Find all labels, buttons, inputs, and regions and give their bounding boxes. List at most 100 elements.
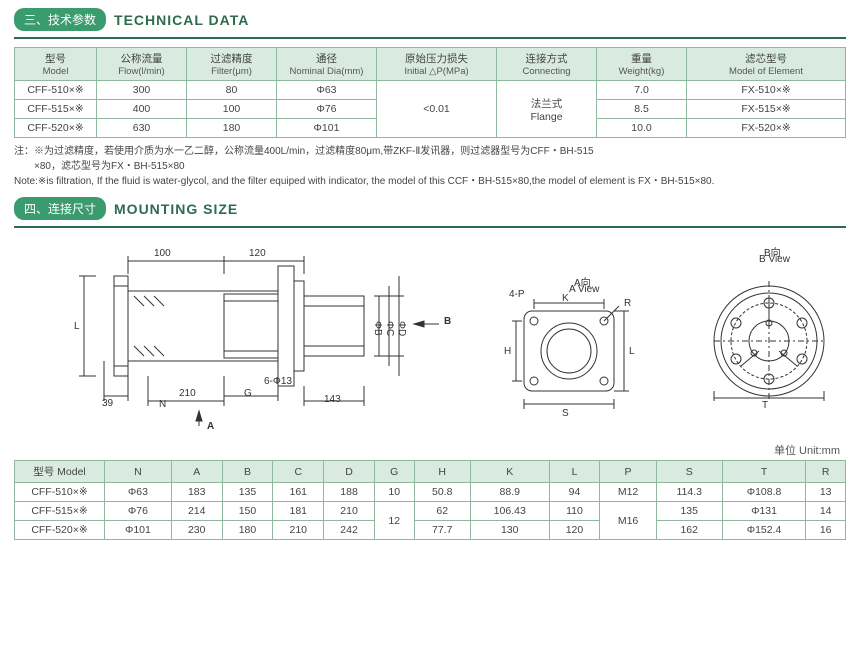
dim-label: 39 — [102, 398, 113, 409]
cell: 180 — [187, 119, 277, 138]
cell: 161 — [273, 483, 324, 502]
cell: 630 — [97, 119, 187, 138]
hdr: S — [656, 461, 722, 483]
hdr: 过滤精度 — [191, 51, 272, 66]
cell-merged: 法兰式Flange — [497, 81, 597, 138]
cell: 10 — [374, 483, 414, 502]
diagram-area: 100 120 39 N 210 G 6-Φ13 143 ΦB ΦC ΦD L … — [14, 236, 846, 436]
dim-label: T — [762, 400, 768, 411]
cell: M12 — [600, 483, 656, 502]
hdr: Flow(l/min) — [101, 66, 182, 77]
note-block: 注：※为过滤精度，若使用介质为水一乙二醇，公称流量400L/min，过滤精度80… — [14, 144, 846, 189]
dim-label: 6-Φ13 — [264, 376, 292, 387]
dim-label: ΦB — [372, 321, 383, 336]
technical-data-table: 型号Model 公称流量Flow(l/min) 过滤精度Filter(μm) 通… — [14, 47, 846, 138]
cell: 300 — [97, 81, 187, 100]
dim-label: R — [624, 298, 631, 309]
hdr: R — [806, 461, 846, 483]
cell: 法兰式 — [501, 96, 592, 111]
section-title-en: MOUNTING SIZE — [114, 201, 238, 217]
dim-label: ΦC — [384, 321, 395, 336]
hdr: K — [470, 461, 549, 483]
hdr: P — [600, 461, 656, 483]
cell: 183 — [171, 483, 222, 502]
cell: 180 — [222, 521, 273, 540]
cell: 130 — [470, 521, 549, 540]
hdr: 通径 — [281, 51, 372, 66]
dim-label: L — [74, 321, 80, 332]
hdr: Model of Element — [691, 66, 841, 77]
cell: 150 — [222, 502, 273, 521]
cell-merged: <0.01 — [377, 81, 497, 138]
cell: Φ152.4 — [722, 521, 806, 540]
cell: 80 — [187, 81, 277, 100]
cell: 181 — [273, 502, 324, 521]
cell: FX-520×※ — [687, 119, 846, 138]
cell: Φ131 — [722, 502, 806, 521]
cell: 188 — [324, 483, 375, 502]
cell: 135 — [222, 483, 273, 502]
cell: 214 — [171, 502, 222, 521]
cell: 88.9 — [470, 483, 549, 502]
unit-label: 单位 Unit:mm — [0, 442, 840, 458]
dim-label: 210 — [179, 388, 196, 399]
cell: FX-515×※ — [687, 100, 846, 119]
dim-label: H — [504, 346, 511, 357]
cell: Flange — [501, 111, 592, 123]
cell: 210 — [324, 502, 375, 521]
dim-label: 120 — [249, 248, 266, 259]
cell: CFF-510×※ — [15, 81, 97, 100]
note-line: 注：※为过滤精度，若使用介质为水一乙二醇，公称流量400L/min，过滤精度80… — [14, 144, 846, 159]
note-line: ×80，滤芯型号为FX・BH-515×80 — [14, 159, 846, 174]
table-header-row: 型号 Model N A B C D G H K L P S T R — [15, 461, 846, 483]
hdr: Filter(μm) — [191, 66, 272, 77]
cell: 114.3 — [656, 483, 722, 502]
hdr: Initial △P(MPa) — [381, 66, 492, 77]
cell: 210 — [273, 521, 324, 540]
cell: FX-510×※ — [687, 81, 846, 100]
dim-label: 100 — [154, 248, 171, 259]
cell: 14 — [806, 502, 846, 521]
hdr: Weight(kg) — [601, 66, 682, 77]
cell: 94 — [549, 483, 600, 502]
cell: CFF-520×※ — [15, 521, 105, 540]
diagram-main — [104, 246, 424, 436]
hdr: A — [171, 461, 222, 483]
cell: 400 — [97, 100, 187, 119]
hdr: 原始压力损失 — [381, 51, 492, 66]
hdr: Model — [19, 66, 92, 77]
diagram-a-view — [504, 291, 644, 431]
hdr: Connecting — [501, 66, 592, 77]
table-row: CFF-510×※ 300 80 Φ63 <0.01 法兰式Flange 7.0… — [15, 81, 846, 100]
dim-label: 4-P — [509, 289, 525, 300]
hdr: Nominal Dia(mm) — [281, 66, 372, 77]
hdr: 滤芯型号 — [691, 51, 841, 66]
cell: 8.5 — [597, 100, 687, 119]
dim-label: A — [207, 421, 214, 432]
cell: 162 — [656, 521, 722, 540]
dim-label: A View — [569, 284, 599, 295]
cell: Φ101 — [277, 119, 377, 138]
cell: 110 — [549, 502, 600, 521]
hdr: 公称流量 — [101, 51, 182, 66]
cell: 120 — [549, 521, 600, 540]
table-row: CFF-510×※ Φ63 183 135 161 188 10 50.8 88… — [15, 483, 846, 502]
hdr: T — [722, 461, 806, 483]
hdr: N — [105, 461, 172, 483]
cell: Φ63 — [105, 483, 172, 502]
hdr: 重量 — [601, 51, 682, 66]
section-header-mount: 四、连接尺寸 MOUNTING SIZE — [14, 197, 860, 220]
section-title-en: TECHNICAL DATA — [114, 12, 249, 28]
divider — [14, 226, 846, 228]
diagram-b-view — [699, 261, 849, 421]
dim-label: B — [444, 316, 451, 327]
cell-merged: M16 — [600, 502, 656, 540]
cell: 10.0 — [597, 119, 687, 138]
cell: CFF-510×※ — [15, 483, 105, 502]
cell: 230 — [171, 521, 222, 540]
section-pill-cn: 四、连接尺寸 — [14, 197, 106, 220]
cell: Φ108.8 — [722, 483, 806, 502]
dim-label: S — [562, 408, 569, 419]
dim-label: L — [629, 346, 635, 357]
cell: CFF-515×※ — [15, 100, 97, 119]
